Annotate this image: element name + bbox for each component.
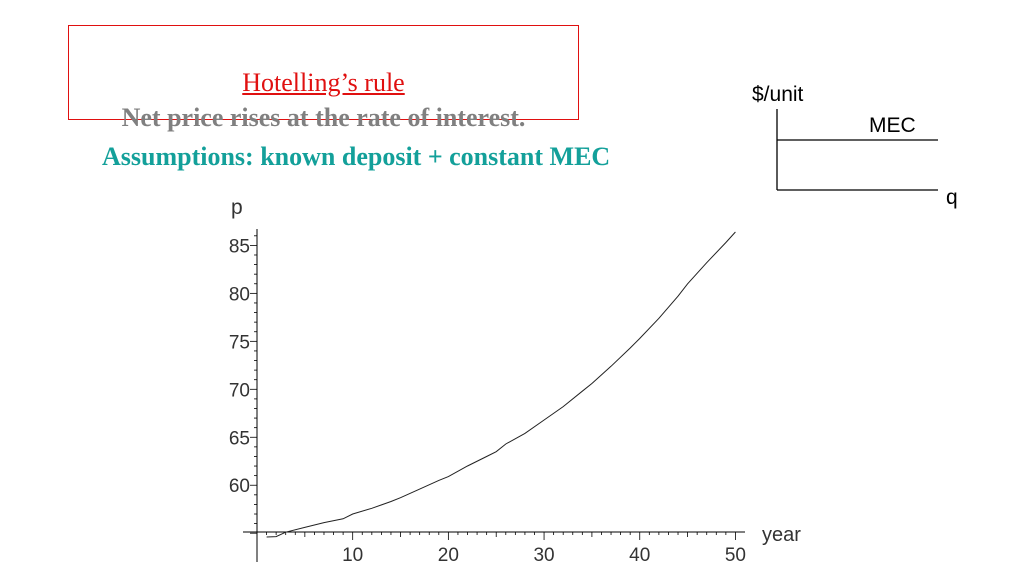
y-axis-label: p — [231, 196, 243, 219]
title-box: Hotelling’s rule Net price rises at the … — [68, 25, 579, 132]
mec-x-axis-label: q — [946, 186, 958, 209]
y-tick-label: 70 — [229, 380, 250, 401]
x-axis-label: year — [762, 524, 801, 546]
y-tick-label: 85 — [229, 236, 250, 257]
assumptions-text: Assumptions: known deposit + constant ME… — [102, 142, 611, 171]
y-tick-label: 60 — [229, 476, 250, 497]
x-tick-label: 40 — [629, 545, 650, 566]
x-tick-label: 10 — [342, 545, 363, 566]
x-tick-label: 20 — [438, 545, 459, 566]
title-rule-heading: Hotelling’s rule — [242, 68, 405, 97]
y-tick-label: 80 — [229, 284, 250, 305]
price-path-line — [266, 231, 736, 538]
mec-curve-label: MEC — [869, 114, 916, 137]
x-tick-label: 50 — [725, 545, 746, 566]
mec-y-axis-label: $/unit — [752, 83, 804, 106]
y-tick-label: 75 — [229, 332, 250, 353]
title-statement: Net price rises at the rate of interest. — [121, 103, 526, 132]
y-tick-label: 65 — [229, 428, 250, 449]
x-tick-label: 30 — [533, 545, 554, 566]
